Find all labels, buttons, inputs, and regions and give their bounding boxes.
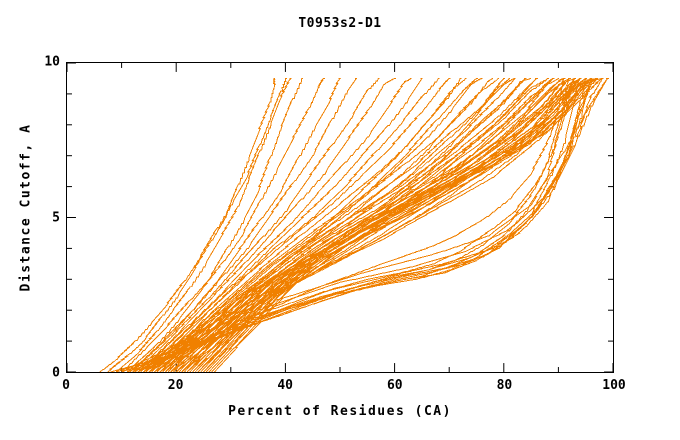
series-line bbox=[140, 78, 412, 372]
series-line bbox=[197, 78, 597, 372]
series-line bbox=[107, 78, 277, 372]
y-tick-label: 5 bbox=[52, 210, 60, 225]
series-layer bbox=[67, 63, 613, 372]
series-line bbox=[211, 78, 598, 372]
series-line bbox=[170, 78, 549, 372]
series-line bbox=[154, 78, 532, 372]
series-line bbox=[134, 78, 380, 372]
series-line bbox=[159, 78, 506, 372]
series-line bbox=[115, 78, 292, 372]
series-line bbox=[132, 78, 358, 372]
series-line bbox=[203, 78, 604, 372]
series-line bbox=[159, 78, 603, 372]
series-line bbox=[148, 78, 451, 372]
series-line bbox=[132, 78, 549, 372]
series-line bbox=[121, 78, 304, 372]
series-line bbox=[192, 78, 588, 372]
series-line bbox=[164, 78, 598, 372]
series-line bbox=[170, 78, 565, 372]
series-line bbox=[143, 78, 592, 372]
y-tick-label: 10 bbox=[44, 54, 60, 70]
series-line bbox=[156, 78, 494, 372]
series-line bbox=[99, 78, 287, 372]
series-line bbox=[151, 78, 467, 372]
x-axis-label: Percent of Residues (CA) bbox=[228, 404, 452, 419]
axis-ticks bbox=[67, 63, 613, 372]
series-line bbox=[170, 78, 609, 372]
series-group bbox=[99, 78, 610, 372]
series-line bbox=[208, 78, 593, 372]
series-line bbox=[148, 78, 516, 372]
x-tick-label: 20 bbox=[167, 378, 184, 393]
plot-area bbox=[66, 62, 614, 373]
y-tick-label: 0 bbox=[52, 365, 60, 381]
series-line bbox=[137, 78, 478, 372]
series-line bbox=[143, 78, 500, 372]
x-tick-label: 100 bbox=[602, 378, 626, 393]
series-line bbox=[137, 78, 554, 372]
series-line bbox=[175, 78, 560, 372]
y-axis-label: Distance Cutoff, A bbox=[18, 123, 34, 292]
x-tick-label: 60 bbox=[386, 378, 403, 393]
series-line bbox=[137, 78, 396, 372]
x-tick-label: 0 bbox=[62, 378, 70, 393]
x-tick-label: 40 bbox=[277, 378, 294, 393]
series-line bbox=[132, 78, 462, 372]
series-line bbox=[126, 78, 326, 372]
series-line bbox=[181, 78, 571, 372]
series-line bbox=[181, 78, 610, 372]
chart-title: T0953s2-D1 bbox=[298, 16, 382, 31]
series-line bbox=[129, 78, 341, 372]
x-tick-label: 80 bbox=[496, 378, 513, 393]
series-line bbox=[154, 78, 599, 372]
series-line bbox=[154, 78, 483, 372]
series-line bbox=[159, 78, 538, 372]
series-line bbox=[143, 78, 423, 372]
